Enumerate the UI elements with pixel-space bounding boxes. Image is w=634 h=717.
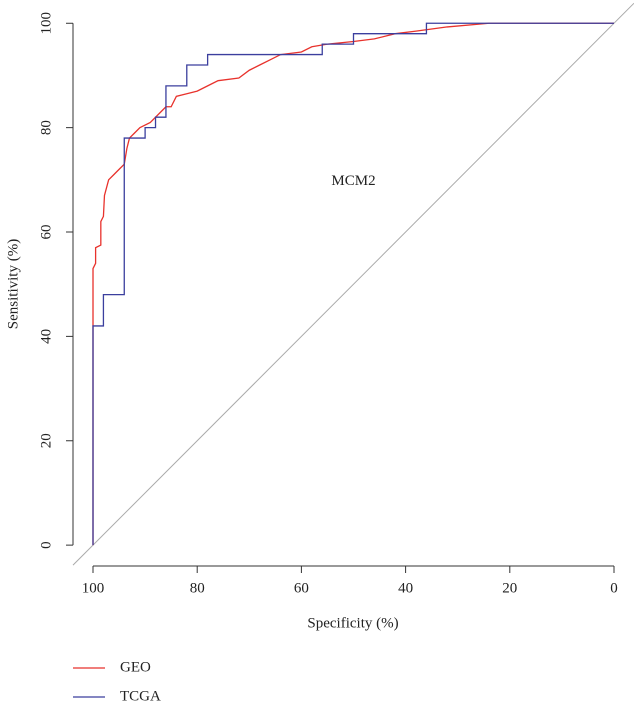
y-tick-label: 0 bbox=[38, 541, 54, 549]
y-tick-label: 100 bbox=[38, 12, 54, 34]
series-line bbox=[92, 22, 614, 546]
y-tick-label: 20 bbox=[38, 433, 54, 448]
y-tick-label: 60 bbox=[38, 225, 54, 240]
legend-label: GEO bbox=[120, 659, 151, 675]
x-tick-label: 60 bbox=[294, 580, 309, 596]
reference-line bbox=[72, 2, 634, 566]
x-axis-label: Specificity (%) bbox=[307, 615, 398, 631]
y-axis-label: Sensitivity (%) bbox=[5, 239, 21, 329]
legend-label: TCGA bbox=[120, 688, 161, 704]
x-tick-label: 0 bbox=[610, 580, 618, 596]
x-tick-label: 80 bbox=[190, 580, 205, 596]
y-tick-label: 40 bbox=[38, 329, 54, 344]
annotation: MCM2 bbox=[331, 173, 375, 189]
x-tick-label: 40 bbox=[398, 580, 413, 596]
x-tick-label: 100 bbox=[82, 580, 105, 596]
x-tick-label: 20 bbox=[502, 580, 517, 596]
series-line bbox=[92, 22, 614, 546]
y-tick-label: 80 bbox=[38, 120, 54, 135]
